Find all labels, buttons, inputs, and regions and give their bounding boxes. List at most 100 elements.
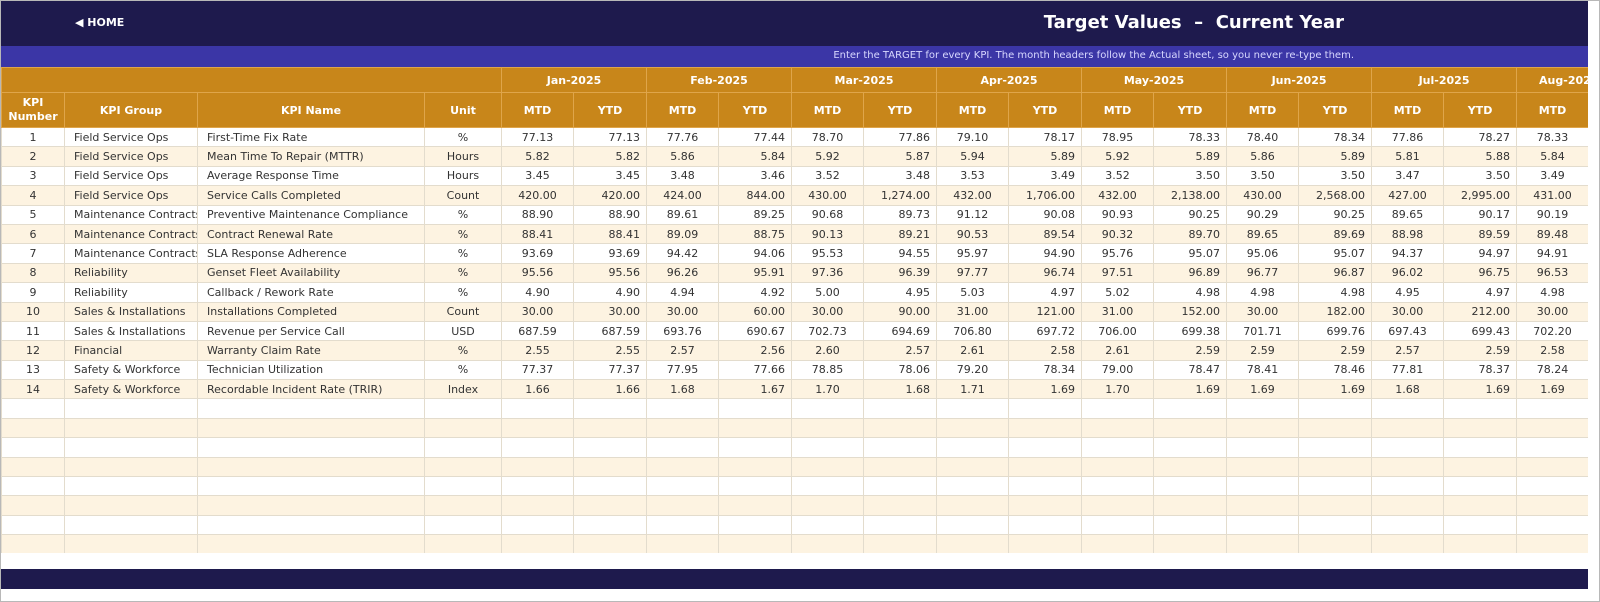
- empty-cell: [1226, 476, 1300, 497]
- target-value: 212.00: [1443, 301, 1518, 322]
- month-header: Apr-2025: [936, 67, 1083, 93]
- home-label[interactable]: HOME: [87, 16, 125, 29]
- target-value: 90.68: [791, 204, 864, 225]
- target-value: 844.00: [718, 185, 792, 206]
- target-value: 95.91: [718, 262, 792, 284]
- empty-cell: [791, 456, 864, 478]
- target-value: 78.40: [1226, 126, 1300, 148]
- target-value: 88.41: [573, 223, 647, 245]
- empty-cell: [1226, 417, 1300, 439]
- target-value: 30.00: [1516, 301, 1588, 322]
- target-value: 89.70: [1153, 223, 1228, 245]
- empty-cell: [718, 534, 792, 553]
- target-value: 1.69: [1226, 379, 1300, 400]
- empty-cell: [64, 437, 198, 458]
- empty-cell: [1226, 495, 1300, 516]
- target-value: 3.45: [501, 165, 574, 187]
- target-value: 2.60: [791, 340, 864, 361]
- target-value: 96.87: [1298, 262, 1373, 284]
- empty-cell: [791, 417, 864, 439]
- empty-cell: [1, 456, 65, 478]
- kpi-name: Genset Fleet Availability: [197, 262, 425, 284]
- kpi-row: 14 Safety & Workforce Recordable Incident …: [1, 379, 1588, 400]
- kpi-unit: %: [424, 282, 502, 303]
- target-value: 2.59: [1153, 340, 1228, 361]
- target-value: 5.88: [1443, 146, 1518, 167]
- empty-cell: [501, 476, 574, 497]
- empty-cell: [1008, 456, 1083, 478]
- target-value: 96.26: [646, 262, 719, 284]
- empty-cell: [1, 417, 65, 439]
- kpi-row: 13 Safety & Workforce Technician Utilizati…: [1, 359, 1588, 381]
- target-value: 2,568.00: [1298, 185, 1373, 206]
- empty-cell: [1371, 456, 1445, 478]
- target-value: 5.89: [1298, 146, 1373, 167]
- empty-cell: [64, 456, 198, 478]
- kpi-number: 10: [1, 301, 65, 322]
- kpi-row: 8 Reliability Genset Fleet Availability% 95…: [1, 262, 1588, 284]
- empty-cell: [1298, 534, 1373, 553]
- empty-cell: [1153, 476, 1228, 497]
- empty-cell: [1081, 417, 1155, 439]
- empty-cell: [862, 534, 938, 553]
- empty-cell: [64, 534, 198, 553]
- empty-cell: [1298, 514, 1373, 536]
- sub-header: YTD: [1443, 92, 1518, 128]
- kpi-number: 9: [1, 282, 65, 303]
- kpi-unit: %: [424, 262, 502, 284]
- target-value: 3.50: [1443, 165, 1518, 187]
- empty-cell: [791, 514, 864, 536]
- target-value: 78.17: [1008, 126, 1083, 148]
- empty-cell: [1, 534, 65, 553]
- kpi-group: Financial: [64, 340, 198, 361]
- kpi-group: Field Service Ops: [64, 146, 198, 167]
- empty-cell: [501, 514, 574, 536]
- kpi-group: Sales & Installations: [64, 320, 198, 342]
- sub-header: YTD: [862, 92, 938, 128]
- target-value: 78.34: [1298, 126, 1373, 148]
- kpi-name: Recordable Incident Rate (TRIR): [197, 379, 425, 400]
- kpi-row: 11 Sales & Installations Revenue per Servi…: [1, 320, 1588, 342]
- empty-cell: [1153, 514, 1228, 536]
- empty-cell: [862, 417, 938, 439]
- empty-cell: [1153, 495, 1228, 516]
- kpi-row: 2 Field Service Ops Mean Time To Repair (M…: [1, 146, 1588, 167]
- target-value: 2.55: [501, 340, 574, 361]
- kpi-group: Safety & Workforce: [64, 379, 198, 400]
- target-value: 1.70: [791, 379, 864, 400]
- kpi-name: Preventive Maintenance Compliance: [197, 204, 425, 225]
- target-value: 96.77: [1226, 262, 1300, 284]
- target-value: 77.13: [501, 126, 574, 148]
- target-value: 2.58: [1516, 340, 1588, 361]
- empty-cell: [1008, 476, 1083, 497]
- sub-header: MTD: [1516, 92, 1588, 128]
- empty-cell: [862, 437, 938, 458]
- target-value: 3.49: [1008, 165, 1083, 187]
- target-value: 432.00: [1081, 185, 1155, 206]
- target-value: 4.94: [646, 282, 719, 303]
- kpi-group: Field Service Ops: [64, 165, 198, 187]
- empty-cell: [501, 398, 574, 419]
- target-value: 78.33: [1153, 126, 1228, 148]
- target-value: 93.69: [573, 243, 647, 264]
- target-value: 5.82: [573, 146, 647, 167]
- kpi-name: Mean Time To Repair (MTTR): [197, 146, 425, 167]
- empty-cell: [1298, 456, 1373, 478]
- kpi-row: 7 Maintenance Contracts SLA Response Adher…: [1, 243, 1588, 264]
- target-value: 427.00: [1371, 185, 1445, 206]
- column-header: KPI Name: [197, 92, 425, 128]
- target-value: 96.89: [1153, 262, 1228, 284]
- target-value: 78.70: [791, 126, 864, 148]
- target-value: 88.90: [501, 204, 574, 225]
- target-value: 90.25: [1298, 204, 1373, 225]
- target-value: 5.84: [718, 146, 792, 167]
- target-value: 5.87: [862, 146, 938, 167]
- target-value: 96.75: [1443, 262, 1518, 284]
- target-value: 77.81: [1371, 359, 1445, 381]
- home-button[interactable]: ◀ HOME: [75, 16, 125, 29]
- target-value: 1.69: [1443, 379, 1518, 400]
- kpi-unit: %: [424, 126, 502, 148]
- kpi-group: Maintenance Contracts: [64, 243, 198, 264]
- target-value: 95.56: [501, 262, 574, 284]
- kpi-name: Revenue per Service Call: [197, 320, 425, 342]
